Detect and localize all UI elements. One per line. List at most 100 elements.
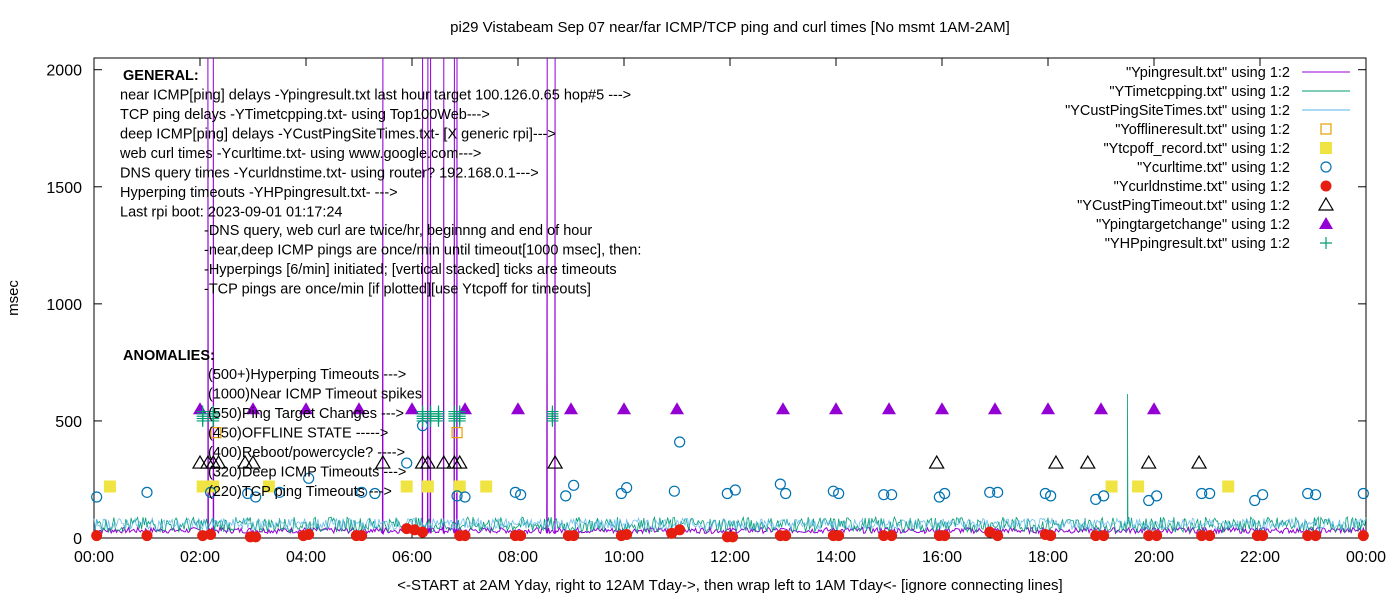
series-4-point [1132, 480, 1145, 493]
x-tick-label: 00:00 [74, 549, 114, 566]
legend-swatch [1320, 180, 1332, 192]
series-5-point [1045, 490, 1057, 502]
series-5-point [878, 489, 890, 501]
series-6-point [1151, 530, 1163, 542]
series-5-point [886, 489, 898, 501]
x-tick-label: 02:00 [180, 549, 220, 566]
legend-label: "YHPpingresult.txt" using 1:2 [1105, 236, 1290, 252]
y-tick-label: 0 [73, 531, 82, 548]
series-8-point [193, 402, 207, 415]
series-8-point [882, 402, 896, 415]
series-5-point [729, 484, 741, 496]
general-line: DNS query times -Ycurldnstime.txt- using… [120, 166, 539, 182]
series-5-point [141, 486, 153, 498]
series-8-point [246, 402, 260, 415]
series-8-point [1041, 402, 1055, 415]
series-8-point [1147, 402, 1161, 415]
general-line: web curl times -Ycurltime.txt- using www… [119, 146, 481, 162]
x-tick-label: 12:00 [710, 549, 750, 566]
series-3-point [451, 427, 463, 439]
series-6-point [1204, 530, 1216, 542]
x-tick-label: 16:00 [922, 549, 962, 566]
series-5-point [250, 491, 262, 503]
series-6-point [1357, 530, 1369, 542]
series-9-point [453, 405, 466, 418]
note-line: -Hyperpings [6/min] initiated; [vertical… [204, 262, 617, 278]
x-tick-label: 04:00 [286, 549, 326, 566]
y-tick-label: 2000 [46, 63, 82, 80]
y-tick-label: 500 [55, 414, 82, 431]
x-axis-label: <-START at 2AM Yday, right to 12AM Tday-… [397, 577, 1062, 594]
series-5-point [827, 485, 839, 497]
series-7-point [1191, 454, 1208, 469]
legend-label: "Ytcpoff_record.txt" using 1:2 [1103, 141, 1290, 157]
series-6-point [417, 526, 429, 538]
series-6-point [1257, 530, 1269, 542]
y-tick-label: 1500 [46, 180, 82, 197]
series-5-point [615, 487, 627, 500]
series-5-point [1302, 487, 1314, 500]
series-5-point [1151, 490, 1163, 502]
x-tick-label: 06:00 [392, 549, 432, 566]
series-8-point [405, 402, 419, 415]
note-line: -near,deep ICMP pings are once/min until… [204, 243, 641, 259]
series-5-point [356, 486, 368, 498]
legend-label: "Yofflineresult.txt" using 1:2 [1115, 122, 1290, 138]
series-6-point [727, 531, 739, 543]
series-5-point [369, 487, 381, 500]
series-6-point [833, 530, 845, 542]
series-9-point [196, 405, 209, 418]
series-6-point [205, 528, 217, 540]
series-8-point [935, 402, 949, 415]
series-5-point [273, 486, 286, 498]
y-axis-label: msec [5, 280, 22, 316]
anomalies-heading: ANOMALIES: [123, 348, 215, 364]
series-4-point [421, 480, 434, 493]
series-6-point [939, 530, 951, 542]
series-8-point [988, 402, 1002, 415]
series-8-point [299, 402, 313, 415]
series-5-point [1196, 487, 1208, 500]
legend-swatch [1317, 196, 1335, 211]
anomaly-line: (320)Deep ICMP Timeouts ---> [208, 465, 406, 481]
series-5-point [992, 486, 1004, 498]
series-5-point [1039, 487, 1051, 500]
series-line-1 [93, 393, 1367, 534]
series-7-point [374, 454, 391, 469]
series-8-point [511, 402, 525, 415]
series-6-point [356, 530, 368, 542]
general-line: Hyperping timeouts -YHPpingresult.txt- -… [120, 185, 398, 201]
chart-title: pi29 Vistabeam Sep 07 near/far ICMP/TCP … [450, 19, 1010, 36]
axis-ticks: 0 500 1000 1500 2000 00:00 02:00 04:00 06:00 08:0… [46, 58, 1386, 566]
x-tick-label: 22:00 [1240, 549, 1280, 566]
general-line: near ICMP[ping] delays -Ypingresult.txt … [120, 88, 631, 104]
series-lines [93, 57, 1367, 536]
x-tick-label: 10:00 [604, 549, 644, 566]
series-5-point [568, 479, 580, 491]
x-tick-label: 00:00 [1346, 549, 1386, 566]
legend-swatch [1319, 217, 1333, 229]
note-line: -TCP pings are once/min [if plotted][use… [204, 282, 591, 298]
series-7-point [244, 454, 262, 469]
series-7-point [451, 454, 468, 469]
y-tick-label: 1000 [46, 297, 82, 314]
series-4-point [262, 480, 275, 493]
general-heading: GENERAL: [123, 68, 199, 84]
series-7-point [191, 454, 209, 469]
series-4-point [1105, 480, 1118, 493]
series-7-point [419, 454, 436, 469]
x-tick-label: 18:00 [1028, 549, 1068, 566]
series-4-point [103, 480, 116, 493]
legend-label: "Ycurldnstime.txt" using 1:2 [1114, 179, 1290, 195]
annotation-text: GENERAL: near ICMP[ping] delays -Ypingres… [119, 68, 641, 500]
series-7-point [1047, 454, 1064, 469]
series-6-point [459, 530, 471, 542]
series-4-point [453, 480, 466, 493]
series-8-point [670, 402, 684, 415]
series-5-point [833, 487, 845, 500]
series-4-point [1222, 480, 1235, 493]
series-7-point [547, 454, 564, 469]
series-5-point [1357, 487, 1369, 500]
series-6-point [780, 530, 792, 542]
series-7-point [928, 454, 945, 469]
